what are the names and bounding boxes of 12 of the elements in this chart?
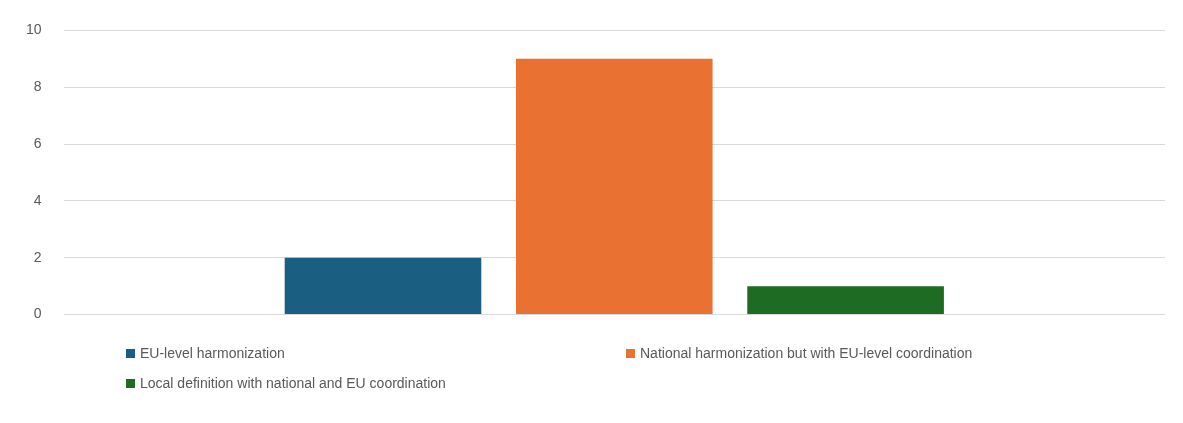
y-tick-label: 4: [33, 191, 42, 208]
legend-label: National harmonization but with EU-level coordination: [640, 345, 973, 361]
y-tick-label: 10: [25, 21, 42, 38]
y-tick-label: 6: [33, 134, 42, 151]
legend-label: Local definition with national and EU coordination: [140, 375, 446, 391]
bar: [284, 257, 482, 315]
y-tick-label: 0: [33, 305, 42, 322]
y-tick-label: 2: [33, 248, 42, 265]
bar: [747, 286, 944, 315]
y-tick-label: 8: [33, 78, 42, 95]
bar: [515, 58, 713, 315]
legend-label: EU-level harmonization: [140, 345, 285, 361]
